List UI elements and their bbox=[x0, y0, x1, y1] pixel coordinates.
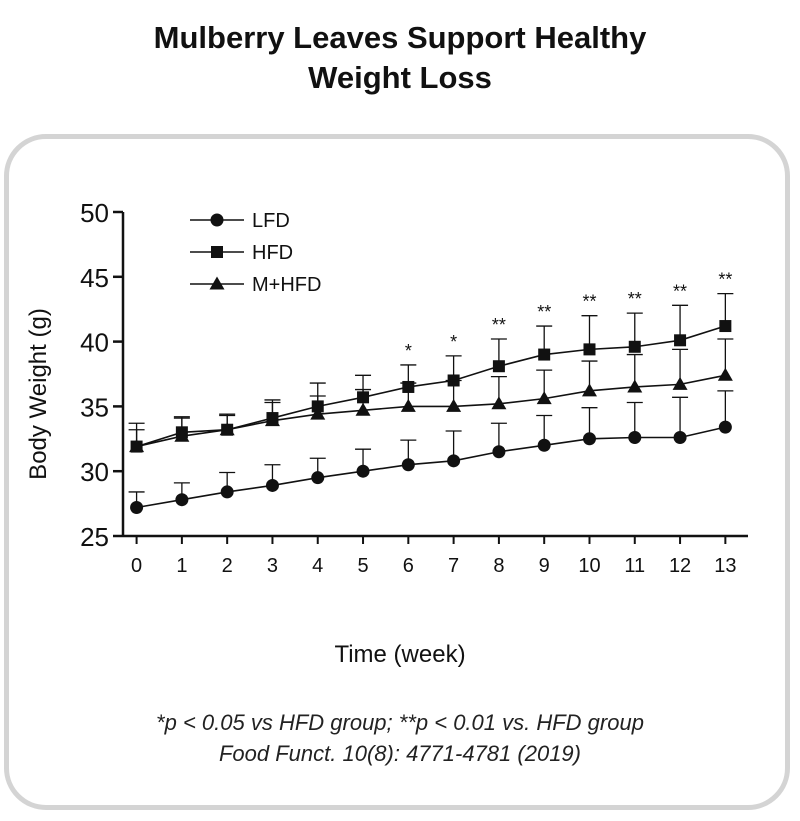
x-tick-label-3: 3 bbox=[267, 555, 278, 577]
significance-mark-9: ** bbox=[537, 302, 551, 322]
lfd-point-7 bbox=[447, 454, 461, 468]
significance-mark-6: * bbox=[405, 341, 412, 361]
hfd-point-8 bbox=[492, 360, 505, 373]
hfd-point-12 bbox=[674, 334, 687, 347]
lfd-point-0 bbox=[130, 500, 144, 514]
m-hfd-point-4 bbox=[310, 406, 326, 420]
m-hfd-point-7 bbox=[446, 398, 462, 412]
x-tick-label-2: 2 bbox=[222, 555, 233, 577]
m-hfd-point-2 bbox=[219, 422, 235, 436]
m-hfd-point-9 bbox=[536, 391, 552, 405]
chart-title-line-2: Weight Loss bbox=[308, 60, 492, 95]
m-hfd-point-11 bbox=[627, 379, 643, 393]
m-hfd-point-10 bbox=[581, 383, 597, 397]
hfd-point-9 bbox=[538, 348, 551, 361]
chart-title: Mulberry Leaves Support Healthy Weight L… bbox=[0, 18, 800, 98]
m-hfd-point-6 bbox=[400, 398, 416, 412]
hfd-point-13 bbox=[719, 320, 732, 333]
y-tick-label-4: 45 bbox=[80, 263, 109, 293]
m-hfd-point-12 bbox=[672, 376, 688, 390]
significance-footnote: *p < 0.05 vs HFD group; **p < 0.01 vs. H… bbox=[156, 710, 644, 735]
lfd-point-9 bbox=[537, 438, 551, 452]
m-hfd-point-13 bbox=[717, 367, 733, 381]
x-tick-label-11: 11 bbox=[624, 555, 645, 577]
m-hfd-point-0 bbox=[129, 439, 145, 453]
chart-card bbox=[4, 134, 790, 810]
y-tick-label-3: 40 bbox=[80, 328, 109, 358]
y-tick-label-0: 25 bbox=[80, 522, 109, 552]
x-tick-label-6: 6 bbox=[403, 555, 414, 577]
x-tick-label-5: 5 bbox=[357, 555, 368, 577]
lfd-point-10 bbox=[582, 432, 596, 446]
legend-marker-m-hfd bbox=[209, 276, 225, 290]
significance-mark-8: ** bbox=[492, 315, 506, 335]
x-tick-label-1: 1 bbox=[176, 555, 187, 577]
significance-mark-13: ** bbox=[718, 270, 732, 290]
x-tick-label-9: 9 bbox=[539, 555, 550, 577]
x-tick-label-13: 13 bbox=[714, 555, 736, 577]
m-hfd-point-3 bbox=[264, 413, 280, 427]
hfd-point-10 bbox=[583, 343, 596, 356]
x-tick-label-10: 10 bbox=[578, 555, 600, 577]
legend-marker-hfd bbox=[211, 246, 223, 258]
lfd-point-11 bbox=[628, 431, 642, 445]
chart-title-line-1: Mulberry Leaves Support Healthy bbox=[153, 20, 647, 55]
lfd-point-3 bbox=[265, 478, 279, 492]
legend-marker-lfd bbox=[210, 213, 224, 227]
x-tick-label-0: 0 bbox=[131, 555, 142, 577]
x-axis-label: Time (week) bbox=[334, 641, 465, 668]
significance-mark-12: ** bbox=[673, 281, 687, 301]
m-hfd-point-8 bbox=[491, 396, 507, 410]
citation-footnote: Food Funct. 10(8): 4771-4781 (2019) bbox=[218, 741, 581, 766]
lfd-point-12 bbox=[673, 431, 687, 445]
lfd-point-2 bbox=[220, 485, 234, 499]
x-tick-label-7: 7 bbox=[448, 555, 459, 577]
lfd-point-13 bbox=[718, 420, 732, 434]
m-hfd-series-line bbox=[136, 374, 726, 448]
lfd-point-6 bbox=[401, 458, 415, 472]
lfd-point-8 bbox=[492, 445, 506, 459]
lfd-point-1 bbox=[175, 493, 189, 507]
lfd-point-5 bbox=[356, 464, 370, 478]
hfd-point-11 bbox=[628, 340, 641, 353]
x-tick-label-4: 4 bbox=[312, 555, 323, 577]
lfd-point-4 bbox=[311, 471, 325, 485]
y-tick-label-1: 30 bbox=[80, 457, 109, 487]
x-tick-label-12: 12 bbox=[669, 555, 691, 577]
significance-mark-7: * bbox=[450, 332, 457, 352]
significance-mark-11: ** bbox=[628, 289, 642, 309]
y-tick-label-2: 35 bbox=[80, 392, 109, 422]
significance-mark-10: ** bbox=[582, 292, 596, 312]
legend-label-lfd: LFD bbox=[252, 210, 290, 232]
legend-label-hfd: HFD bbox=[252, 242, 293, 264]
y-axis-label: Body Weight (g) bbox=[25, 308, 52, 480]
x-tick-label-8: 8 bbox=[493, 555, 504, 577]
m-hfd-point-1 bbox=[174, 428, 190, 442]
lfd-series-line bbox=[136, 426, 726, 509]
m-hfd-point-5 bbox=[355, 402, 371, 416]
legend-label-m-hfd: M+HFD bbox=[252, 274, 321, 296]
y-tick-label-5: 50 bbox=[80, 198, 109, 228]
